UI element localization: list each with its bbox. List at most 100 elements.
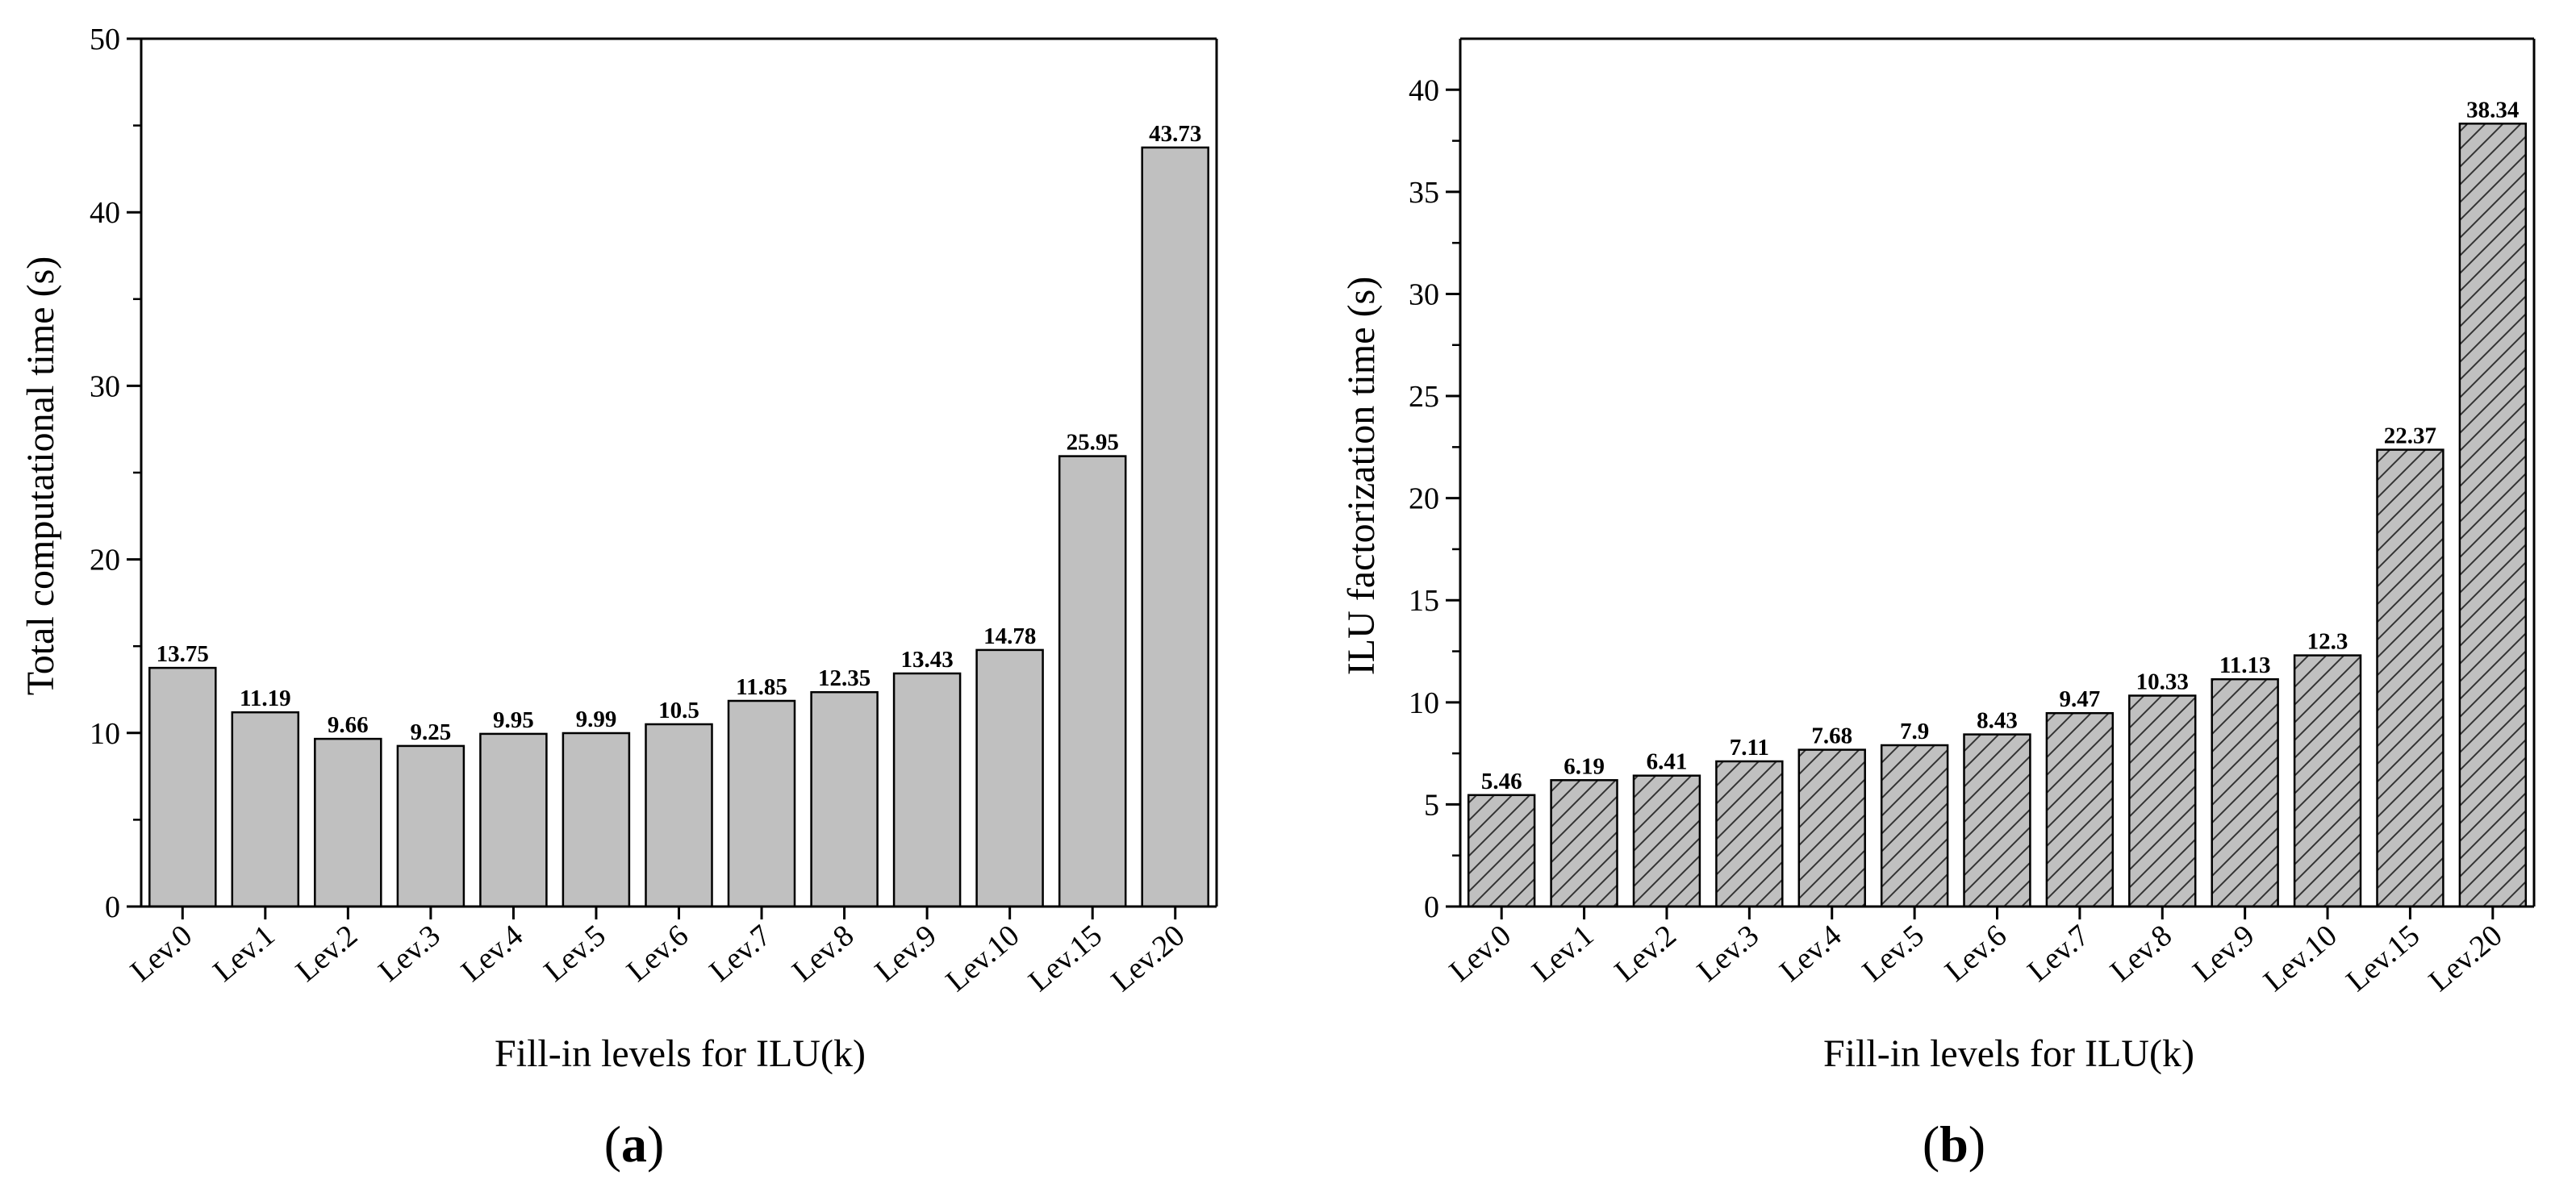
y-tick-label: 30 [90, 369, 120, 403]
x-tick-label: Lev.7 [2021, 919, 2095, 989]
bar-lev-10 [975, 648, 1044, 908]
x-tick-label: Lev.5 [538, 919, 612, 989]
chart-panel-a: Total computational time (s) Fill-in lev… [19, 23, 1218, 1173]
x-tick-label: Lev.0 [1443, 919, 1518, 989]
y-tick-label: 10 [90, 717, 120, 751]
bar-lev-15 [1058, 455, 1127, 908]
data-label: 12.3 [2307, 629, 2348, 655]
bar-lev-5 [562, 732, 631, 908]
data-label: 38.34 [2466, 97, 2519, 123]
bar-lev-20 [1141, 146, 1209, 908]
y-tick-label: 35 [1409, 176, 1439, 210]
y-tick-label: 0 [1424, 890, 1439, 924]
bar-lev-15 [2376, 448, 2444, 908]
x-tick-label: Lev.9 [869, 919, 943, 989]
y-tick-label: 30 [1409, 278, 1439, 312]
data-label: 10.33 [2136, 669, 2189, 695]
x-tick-label: Lev.10 [2257, 919, 2344, 998]
data-label: 11.85 [736, 674, 787, 700]
bar-lev-8 [810, 690, 879, 908]
data-label: 13.75 [157, 641, 209, 667]
data-label: 14.78 [983, 623, 1036, 649]
x-tick-label: Lev.2 [1609, 919, 1683, 989]
data-label: 9.25 [411, 719, 452, 745]
y-tick-label: 20 [90, 544, 120, 577]
y-tick-label: 40 [90, 196, 120, 230]
x-tick-label: Lev.15 [1022, 919, 1108, 998]
bar-lev-20 [2458, 123, 2528, 908]
bar-lev-7 [2045, 711, 2115, 908]
bar-lev-9 [892, 672, 962, 908]
data-label: 7.9 [1900, 719, 1929, 744]
bar-lev-4 [479, 732, 548, 908]
bar-lev-0 [1467, 794, 1536, 908]
bar-lev-2 [314, 737, 382, 908]
data-label: 22.37 [2384, 423, 2436, 449]
data-label: 9.47 [2060, 686, 2101, 712]
bar-lev-0 [148, 666, 217, 908]
x-tick-label: Lev.10 [940, 919, 1026, 998]
data-label: 9.66 [328, 712, 369, 738]
bar-lev-5 [1880, 744, 1949, 908]
x-tick-label: Lev.8 [786, 919, 860, 989]
x-axis-title: Fill-in levels for ILU(k) [1823, 1032, 2194, 1075]
y-tick-label: 50 [90, 23, 120, 56]
x-tick-label: Lev.20 [2423, 919, 2509, 998]
x-tick-label: Lev.20 [1105, 919, 1192, 998]
bar-lev-6 [1963, 733, 2031, 908]
y-tick-label: 10 [1409, 686, 1439, 720]
bar-lev-2 [1632, 774, 1701, 908]
x-tick-label: Lev.1 [1526, 919, 1600, 989]
x-tick-label: Lev.4 [455, 919, 529, 989]
bar-lev-7 [727, 699, 796, 908]
x-tick-label: Lev.9 [2186, 919, 2261, 989]
data-label: 11.13 [2219, 652, 2271, 678]
y-tick-label: 0 [105, 890, 120, 924]
data-label: 7.68 [1811, 723, 1852, 749]
x-tick-label: Lev.0 [124, 919, 198, 989]
y-axis-title: Total computational time (s) [19, 256, 62, 696]
data-label: 25.95 [1067, 430, 1119, 456]
bar-lev-6 [645, 723, 713, 908]
data-label: 10.5 [658, 698, 699, 723]
data-label: 6.19 [1564, 753, 1605, 779]
y-tick-label: 20 [1409, 482, 1439, 516]
data-label: 5.46 [1481, 769, 1522, 794]
data-label: 8.43 [1977, 708, 2018, 734]
x-tick-label: Lev.1 [207, 919, 281, 989]
x-tick-label: Lev.8 [2104, 919, 2178, 989]
data-label: 12.35 [818, 665, 870, 691]
x-tick-label: Lev.5 [1856, 919, 1931, 989]
data-label: 9.95 [493, 707, 534, 733]
y-tick-label: 15 [1409, 584, 1439, 618]
data-label: 7.11 [1730, 735, 1769, 761]
data-label: 6.41 [1647, 749, 1688, 775]
bar-lev-8 [2128, 694, 2197, 908]
bar-lev-3 [396, 744, 466, 908]
panel-label-a: (a) [604, 1115, 665, 1173]
bar-lev-10 [2293, 654, 2362, 908]
x-tick-label: Lev.4 [1773, 919, 1847, 989]
bar-lev-1 [1550, 779, 1618, 908]
x-axis-title: Fill-in levels for ILU(k) [495, 1032, 866, 1075]
x-tick-label: Lev.6 [1939, 919, 2013, 989]
x-tick-label: Lev.3 [372, 919, 446, 989]
data-label: 13.43 [900, 647, 953, 673]
x-tick-label: Lev.3 [1691, 919, 1765, 989]
y-tick-label: 40 [1409, 73, 1439, 107]
x-tick-label: Lev.6 [620, 919, 695, 989]
data-label: 9.99 [576, 707, 617, 732]
panel-label-b: (b) [1923, 1115, 1985, 1173]
data-label: 11.19 [240, 686, 291, 711]
y-tick-label: 25 [1409, 380, 1439, 414]
y-tick-label: 5 [1424, 788, 1439, 822]
x-tick-label: Lev.2 [290, 919, 364, 989]
data-label: 43.73 [1149, 121, 1201, 147]
chart-panel-b: ILU factorization time (s) Fill-in level… [1340, 37, 2536, 1173]
bar-lev-3 [1715, 760, 1784, 908]
bar-lev-9 [2211, 677, 2279, 908]
bar-lev-1 [231, 711, 300, 908]
bar-lev-4 [1797, 748, 1866, 908]
x-tick-label: Lev.15 [2340, 919, 2426, 998]
